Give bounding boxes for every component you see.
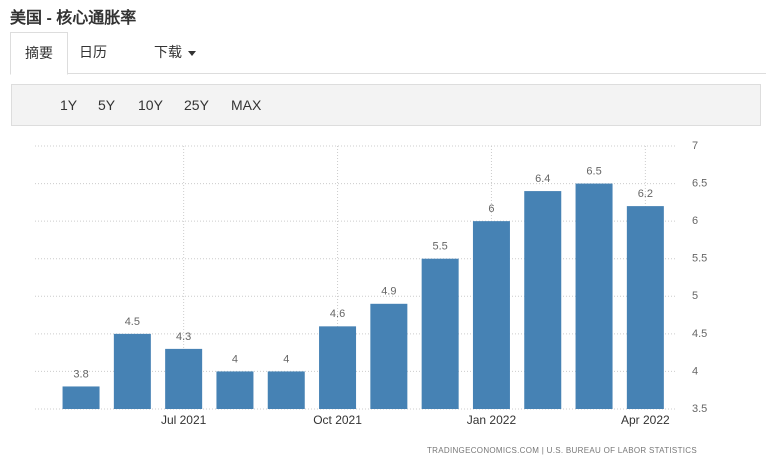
bar [165,348,203,409]
value-label: 6.5 [586,165,601,177]
value-label: 4.9 [381,286,396,298]
value-label: 6.2 [638,188,653,200]
caret-icon [188,50,196,56]
value-label: 3.8 [73,368,88,380]
tab[interactable]: 下载 [154,32,196,73]
bar [216,371,254,409]
value-label: 4.3 [176,331,191,343]
bar [575,183,613,409]
x-tick-label: Jul 2021 [161,413,207,427]
bar [113,333,151,409]
tab-label: 下载 [154,44,182,60]
range-button[interactable]: 25Y [184,97,209,113]
bar [319,326,357,409]
bar [267,371,305,409]
range-button[interactable]: MAX [231,97,262,113]
value-label: 5.5 [433,241,448,253]
value-label: 6.4 [535,173,550,185]
bar [472,221,510,409]
y-tick-label: 5.5 [692,253,707,265]
y-tick-label: 4.5 [692,328,707,340]
value-label: 4.6 [330,308,345,320]
x-tick-label: Oct 2021 [313,413,362,427]
page-title: 美国 - 核心通胀率 [10,10,137,27]
range-toolbar: 1Y 5Y 10Y 25Y MAX [11,84,761,126]
bar [524,191,562,409]
range-button[interactable]: 5Y [98,97,116,113]
value-label: 4 [232,353,238,365]
tab[interactable]: 日历 [79,44,107,60]
tab[interactable]: 摘要 [10,32,68,75]
x-tick-label: Apr 2022 [621,413,670,427]
y-tick-label: 6 [692,215,698,227]
bar [62,386,100,409]
range-button[interactable]: 1Y [60,97,78,113]
value-label: 4.5 [125,316,140,328]
y-tick-label: 5 [692,290,698,302]
y-tick-label: 4 [692,365,698,377]
value-label: 4 [283,353,289,365]
bar [626,206,664,409]
y-tick-label: 7 [692,140,698,152]
bar [421,258,459,409]
y-tick-label: 3.5 [692,403,707,415]
tab-bar: 摘要 日历 下载 [10,32,766,75]
x-tick-label: Jan 2022 [467,413,517,427]
source-note: TRADINGECONOMICS.COM | U.S. BUREAU OF LA… [427,446,697,455]
range-button[interactable]: 10Y [138,97,163,113]
y-tick-label: 6.5 [692,177,707,189]
value-label: 6 [488,203,494,215]
bar [370,303,408,409]
